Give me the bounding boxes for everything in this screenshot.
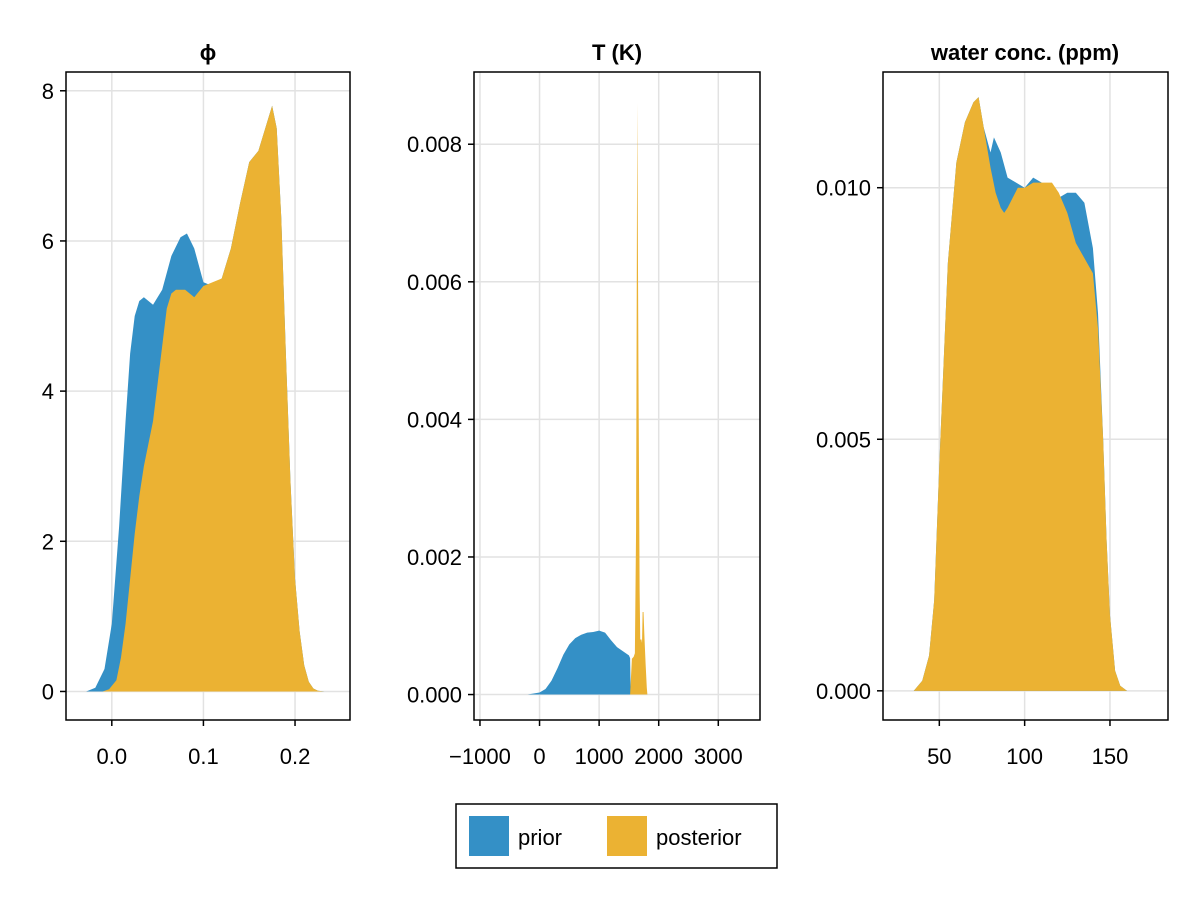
y-tick-label-1: 0.005 <box>816 427 871 452</box>
x-tick-label-4: 3000 <box>694 744 743 769</box>
legend-box <box>455 803 778 869</box>
density-posterior-water-conc <box>913 97 1136 691</box>
y-tick-label-0: 0.000 <box>407 683 462 708</box>
panel-water-conc: water conc. (ppm) 50 100 150 0.000 0.005 0.01… <box>816 40 1169 769</box>
legend-label-posterior: posterior <box>656 825 742 850</box>
y-tick-label-3: 6 <box>42 229 54 254</box>
y-tick-label-2: 0.010 <box>816 176 871 201</box>
y-tick-label-2: 0.004 <box>407 407 462 432</box>
x-tick-label-0: 0.0 <box>97 744 128 769</box>
y-tick-label-1: 2 <box>42 529 54 554</box>
legend: prior posterior <box>455 803 778 869</box>
y-tick-label-4: 8 <box>42 79 54 104</box>
y-tick-label-0: 0 <box>42 679 54 704</box>
x-tick-label-1: 0.1 <box>188 744 219 769</box>
panel-temperature: T (K) −1000 0 1000 2000 3000 0.000 0.002 0.004 0… <box>407 40 761 769</box>
y-tick-label-3: 0.006 <box>407 270 462 295</box>
panel-title-water-conc: water conc. (ppm) <box>930 40 1119 65</box>
legend-swatch-prior <box>469 816 509 856</box>
x-tick-label-2: 0.2 <box>280 744 311 769</box>
legend-label-prior: prior <box>518 825 562 850</box>
legend-swatch-posterior <box>607 816 647 856</box>
axes-frame-temperature <box>473 71 761 721</box>
x-tick-label-0: −1000 <box>449 744 511 769</box>
panel-title-temperature: T (K) <box>592 40 642 65</box>
y-tick-label-1: 0.002 <box>407 545 462 570</box>
x-tick-label-1: 100 <box>1006 744 1043 769</box>
panel-title-phi: ϕ <box>200 40 217 65</box>
y-tick-label-2: 4 <box>42 379 54 404</box>
axes-frame-water-conc <box>882 71 1169 721</box>
density-posterior-phi <box>91 105 325 692</box>
y-tick-label-4: 0.008 <box>407 132 462 157</box>
x-tick-label-2: 150 <box>1092 744 1129 769</box>
density-posterior-temperature <box>630 102 648 695</box>
x-tick-label-0: 50 <box>927 744 951 769</box>
density-prior-temperature <box>509 630 631 695</box>
x-tick-label-3: 2000 <box>634 744 683 769</box>
x-tick-label-2: 1000 <box>575 744 624 769</box>
panel-phi: ϕ 0.0 0.1 0.2 0 2 4 6 8 <box>42 40 351 769</box>
x-tick-label-1: 0 <box>533 744 545 769</box>
axes-frame-phi <box>65 71 351 721</box>
y-tick-label-0: 0.000 <box>816 679 871 704</box>
